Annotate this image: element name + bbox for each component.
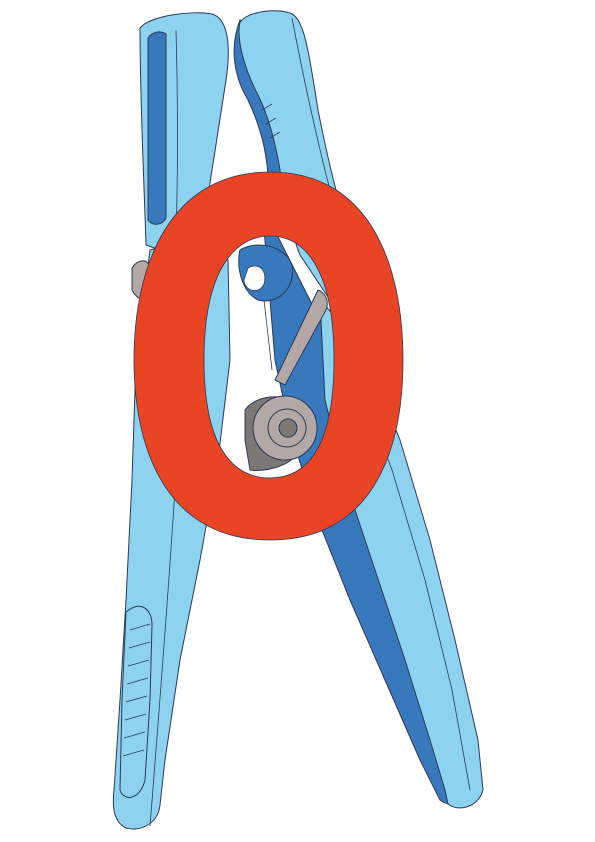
clip-pivot	[238, 244, 293, 371]
spring-coil-inner	[278, 418, 298, 438]
numeral-zero	[133, 171, 404, 541]
clip-spring	[131, 260, 328, 471]
